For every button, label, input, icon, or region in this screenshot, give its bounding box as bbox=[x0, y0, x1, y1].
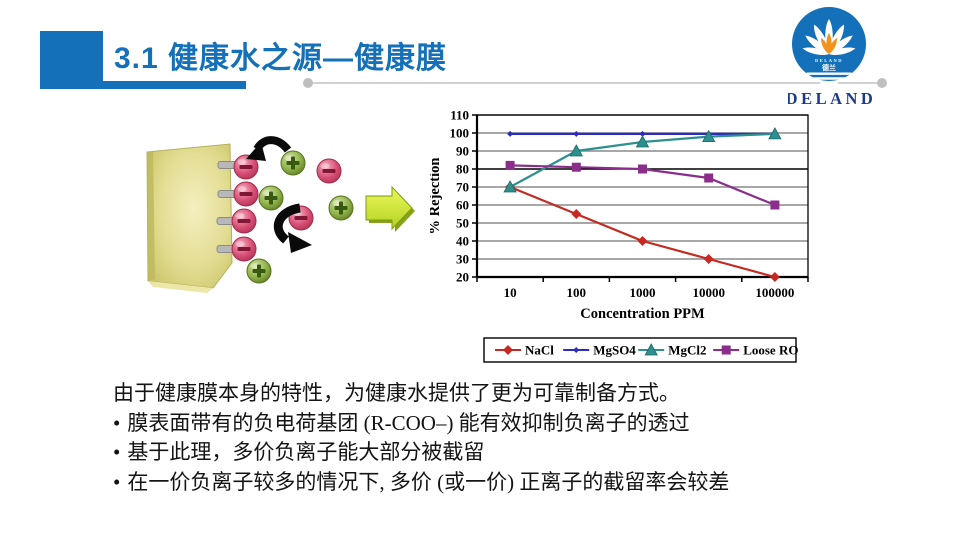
bullet-dot-icon: • bbox=[113, 440, 121, 464]
cation-icon bbox=[258, 185, 284, 211]
y-tick-label: 90 bbox=[456, 144, 469, 159]
membrane-illustration bbox=[146, 136, 415, 293]
curved-arrow-center-icon bbox=[273, 203, 312, 253]
y-tick-label: 30 bbox=[456, 252, 469, 267]
logo-cn-text: 德兰 bbox=[822, 63, 836, 72]
page-title: 3.1 健康水之源—健康膜 bbox=[114, 42, 448, 75]
bullet-dot-icon: • bbox=[113, 410, 121, 435]
chart-legend: NaCl MgSO4 MgCl2 Loose RO bbox=[483, 337, 798, 363]
divider-dot-right bbox=[877, 78, 887, 88]
anion-icon bbox=[316, 158, 342, 184]
legend-label: NaCl bbox=[525, 343, 554, 358]
bullet-text: 基于此理，多价负离子能大部分被截留 bbox=[127, 440, 485, 464]
title-underline-bar bbox=[40, 81, 246, 89]
anion-icon bbox=[233, 181, 259, 207]
divider-line bbox=[307, 82, 882, 84]
ion-group bbox=[231, 150, 354, 284]
title-accent-square bbox=[40, 31, 103, 81]
bullet-text: 膜表面带有的负电荷基团 (R-COO–) 能有效抑制负离子的透过 bbox=[127, 410, 690, 435]
x-tick-label: 100000 bbox=[755, 285, 794, 300]
curved-arrow-top-icon bbox=[246, 136, 292, 161]
anion-icon bbox=[231, 208, 257, 234]
anion-icon bbox=[233, 154, 259, 180]
y-tick-label: 50 bbox=[456, 216, 469, 231]
series-MgCl2 bbox=[503, 127, 782, 193]
x-tick-label: 100 bbox=[567, 285, 587, 300]
bullet-item: • 膜表面带有的负电荷基团 (R-COO–) 能有效抑制负离子的透过 bbox=[113, 409, 903, 439]
rejection-chart: 20 30 40 50 60 70 80 90 100 110 10 100 1000 10000 1000… bbox=[430, 108, 809, 363]
y-axis-title: % Rejection bbox=[430, 158, 443, 235]
company-logo: DELAND 德兰 DELAND bbox=[788, 7, 874, 108]
legend-label: Loose RO bbox=[743, 343, 798, 358]
x-tick-label: 1000 bbox=[630, 285, 656, 300]
y-tick-label: 70 bbox=[456, 180, 469, 195]
permeate-arrow-icon bbox=[365, 185, 415, 232]
membrane-block bbox=[146, 143, 233, 293]
cation-icon bbox=[280, 150, 306, 176]
legend-label: MgSO4 bbox=[593, 343, 636, 358]
logo-inner-text: DELAND bbox=[815, 58, 843, 63]
y-tick-label: 40 bbox=[456, 234, 469, 249]
y-tick-label: 60 bbox=[456, 198, 469, 213]
cation-icon bbox=[246, 258, 272, 284]
bullet-dot-icon: • bbox=[113, 469, 121, 494]
logo-brand-text: DELAND bbox=[788, 89, 874, 108]
anion-icon bbox=[231, 236, 257, 262]
lotus-icon bbox=[802, 19, 856, 56]
bullet-text: 在一价负离子较多的情况下, 多价 (或一价) 正离子的截留率会较差 bbox=[127, 469, 730, 494]
body-text-block: 由于健康膜本身的特性，为健康水提供了更为可靠制备方式。 • 膜表面带有的负电荷基团… bbox=[113, 379, 903, 497]
divider-dot-left bbox=[303, 78, 313, 88]
y-tick-label: 100 bbox=[450, 126, 470, 141]
y-tick-label: 20 bbox=[456, 270, 469, 285]
x-tick-label: 10 bbox=[504, 285, 517, 300]
intro-line: 由于健康膜本身的特性，为健康水提供了更为可靠制备方式。 bbox=[113, 381, 680, 405]
legend-label: MgCl2 bbox=[668, 343, 706, 358]
x-tick-label: 10000 bbox=[692, 285, 725, 300]
y-tick-label: 80 bbox=[456, 162, 469, 177]
series-Loose-RO bbox=[505, 160, 780, 210]
bullet-item: • 在一价负离子较多的情况下, 多价 (或一价) 正离子的截留率会较差 bbox=[113, 468, 903, 498]
cation-icon bbox=[328, 195, 354, 221]
bullet-item: • 基于此理，多价负离子能大部分被截留 bbox=[113, 438, 903, 468]
logo-waves bbox=[806, 72, 852, 85]
y-tick-label: 110 bbox=[450, 108, 469, 123]
series-NaCl bbox=[505, 182, 780, 282]
x-axis-title: Concentration PPM bbox=[580, 306, 705, 322]
bullet-list: • 膜表面带有的负电荷基团 (R-COO–) 能有效抑制负离子的透过 • 基于此理，多… bbox=[113, 409, 903, 498]
